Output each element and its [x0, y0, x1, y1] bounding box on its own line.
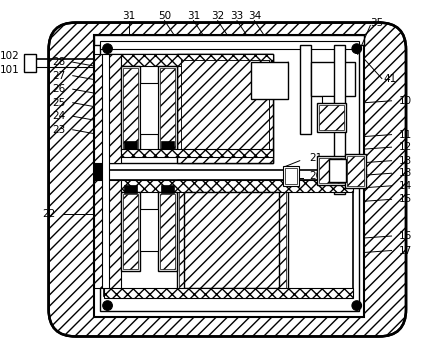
Bar [102, 54, 109, 288]
Text: 35: 35 [370, 18, 383, 28]
Bar [99, 41, 358, 311]
Bar [140, 209, 158, 252]
Bar [285, 168, 296, 184]
Text: 26: 26 [52, 84, 65, 94]
Bar [103, 180, 121, 296]
Text: 18: 18 [398, 168, 411, 178]
Circle shape [105, 47, 109, 50]
Bar [121, 66, 140, 151]
Bar [121, 54, 272, 66]
Circle shape [354, 303, 358, 307]
Text: 22: 22 [42, 209, 55, 219]
Bar [160, 141, 174, 149]
Bar [94, 35, 364, 317]
Text: 31: 31 [122, 11, 135, 21]
FancyBboxPatch shape [49, 23, 405, 337]
Bar [121, 180, 352, 192]
Text: 31: 31 [187, 11, 200, 21]
Text: 14: 14 [398, 181, 411, 191]
Bar [328, 159, 345, 182]
Circle shape [102, 301, 112, 310]
Bar [177, 180, 287, 296]
Text: 23: 23 [52, 125, 65, 135]
Bar [299, 45, 311, 134]
Bar [103, 54, 121, 163]
Text: 21: 21 [309, 153, 322, 163]
Text: 12: 12 [398, 142, 411, 152]
Bar [316, 103, 345, 132]
Bar [103, 288, 352, 298]
Bar [121, 149, 272, 157]
Bar [319, 158, 343, 183]
Bar [316, 156, 345, 185]
Text: 17: 17 [398, 246, 411, 256]
Bar [158, 66, 177, 151]
Bar [140, 84, 158, 134]
Text: 20: 20 [309, 171, 322, 181]
Bar [321, 96, 333, 117]
Text: 101: 101 [0, 65, 20, 75]
Bar [94, 163, 103, 180]
Text: 25: 25 [52, 98, 65, 108]
Bar [158, 192, 177, 271]
Bar [283, 166, 298, 186]
Bar [94, 35, 364, 45]
Bar [184, 192, 278, 288]
Bar [251, 62, 287, 99]
Bar [121, 192, 140, 271]
Text: 10: 10 [398, 96, 411, 106]
Text: 11: 11 [398, 130, 411, 140]
Text: 102: 102 [0, 51, 20, 61]
Bar [123, 194, 138, 269]
Bar [181, 60, 268, 157]
Text: 24: 24 [52, 111, 65, 121]
Text: 16: 16 [398, 231, 411, 241]
Bar [184, 192, 278, 288]
Text: 27: 27 [52, 71, 65, 81]
Circle shape [351, 44, 361, 54]
Circle shape [351, 301, 361, 310]
Circle shape [354, 47, 358, 50]
Bar [181, 60, 268, 157]
Bar [333, 45, 344, 194]
Text: 15: 15 [398, 194, 411, 204]
Bar [24, 54, 36, 72]
Bar [311, 62, 354, 96]
Text: 50: 50 [158, 11, 171, 21]
Circle shape [105, 303, 109, 307]
Bar [124, 141, 137, 149]
Bar [124, 185, 137, 193]
Bar [103, 54, 272, 163]
Text: 32: 32 [210, 11, 224, 21]
Bar [159, 68, 175, 149]
Bar [177, 54, 272, 163]
Text: 28: 28 [52, 57, 65, 67]
Bar [179, 182, 286, 294]
Bar [94, 180, 103, 288]
Bar [344, 154, 365, 188]
Text: 34: 34 [247, 11, 260, 21]
Bar [99, 41, 358, 49]
Bar [319, 105, 343, 130]
Bar [123, 68, 138, 149]
Bar [159, 194, 175, 269]
Bar [103, 180, 352, 296]
Text: 13: 13 [398, 156, 411, 166]
Text: 41: 41 [382, 73, 395, 84]
Bar [94, 54, 103, 163]
Circle shape [102, 44, 112, 54]
Bar [346, 156, 364, 186]
Bar [160, 185, 174, 193]
Text: 33: 33 [230, 11, 243, 21]
